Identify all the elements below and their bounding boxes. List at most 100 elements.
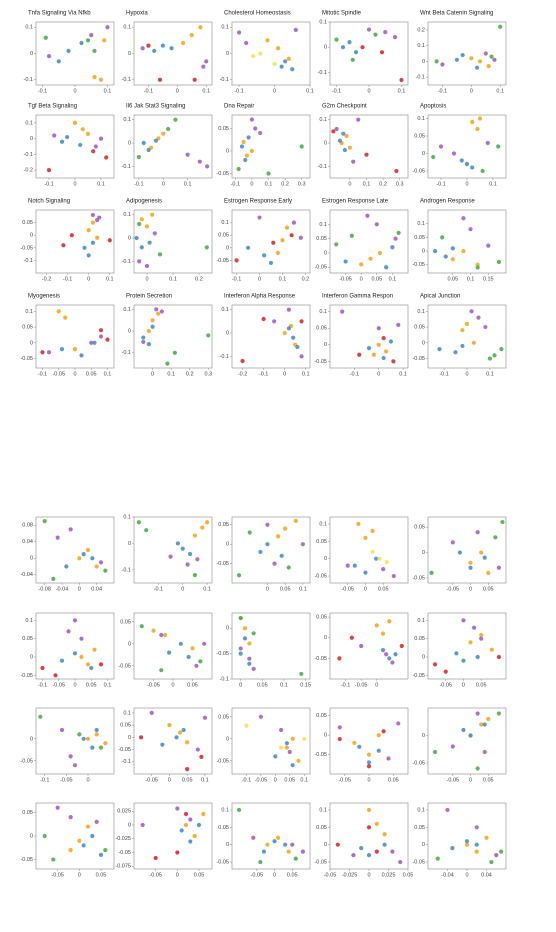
y-tick-label: 0 [226,51,229,57]
point [374,821,379,826]
point [194,663,199,668]
x-tick-label: -0.05 [355,682,368,688]
point [238,651,243,656]
point [445,807,450,813]
point [438,144,444,149]
point [183,811,189,817]
x-tick-label: 0 [73,181,76,187]
point [139,217,144,222]
y-tick-label: 0.05 [218,825,229,831]
y-tick-label: 0.1 [319,521,327,527]
y-tick-label: 0.1 [417,618,425,624]
point [352,740,357,746]
x-tick-label: 0.1 [302,371,310,377]
y-tick-label: 0.1 [319,807,327,813]
x-tick-label: 0 [465,181,468,187]
x-tick-label: -0.1 [38,371,47,377]
point [188,839,193,844]
point [79,636,84,641]
point [247,530,252,535]
y-tick-label: -0.05 [412,168,425,174]
plot-frame [427,516,507,584]
x-tick-label: -0.1 [38,682,47,688]
point [98,662,104,667]
point [138,735,144,740]
point [68,754,73,759]
point [352,563,357,568]
y-tick-label: 0.05 [22,810,33,816]
x-tick-label: -0.05 [145,777,158,783]
point [366,760,372,765]
point [86,253,91,258]
point [283,59,288,64]
point [432,662,438,667]
point [180,546,185,551]
point [79,40,84,46]
x-tick-label: -0.2 [238,371,247,377]
point [77,732,82,737]
point [479,550,484,555]
point [245,245,251,250]
point [238,615,243,621]
point [147,240,152,245]
point [201,64,206,69]
point [139,624,144,629]
x-tick-label: 0 [469,586,472,592]
point [371,352,376,357]
point [140,822,145,828]
y-tick-label: 0 [422,340,425,346]
point [261,316,266,322]
y-tick-label: -0.05 [412,860,425,866]
point [266,171,271,176]
point [390,660,395,665]
point [137,259,142,264]
point [357,352,362,357]
point [344,133,349,139]
point [242,636,248,641]
point [165,361,170,366]
x-tick-label: 0.3 [396,181,404,187]
x-tick-label: 0 [168,777,171,783]
point [81,843,86,848]
point [188,817,193,822]
point [168,554,173,559]
point [265,38,270,43]
plot-frame [329,304,409,369]
y-tick-label: 0.1 [25,120,33,126]
point [496,565,502,570]
y-tick-label: 0.05 [316,713,327,719]
point [366,807,372,813]
point [68,527,73,532]
point [300,849,306,854]
x-tick-label: 0.1 [202,88,210,94]
x-tick-label: -0.1 [350,371,359,377]
point [280,238,285,243]
point [144,224,150,229]
x-tick-label: -0.1 [38,88,47,94]
point [247,656,252,661]
y-tick-label: -0.05 [412,760,425,766]
y-tick-label: 0.05 [218,714,229,720]
point [299,354,304,359]
x-tick-label: 0 [239,682,242,688]
point [476,315,481,320]
plot-frame [35,612,115,680]
point [85,547,91,553]
y-tick-label: 0 [128,140,131,146]
x-tick-label: 0.1 [398,88,406,94]
point [159,309,164,314]
point [167,723,172,728]
point [392,35,398,40]
point [287,749,292,755]
panel-title: Adipogenesis [126,199,162,205]
point [53,673,58,678]
y-tick-label: -0.05 [20,857,33,863]
y-tick-label: -0.05 [216,860,229,866]
x-tick-label: 0 [364,586,367,592]
x-tick-label: 0 [145,276,148,282]
plot-frame [231,612,311,680]
y-tick-label: 0.1 [417,309,425,315]
point [190,646,195,651]
point [94,727,99,733]
y-tick-label: -0.05 [412,575,425,581]
